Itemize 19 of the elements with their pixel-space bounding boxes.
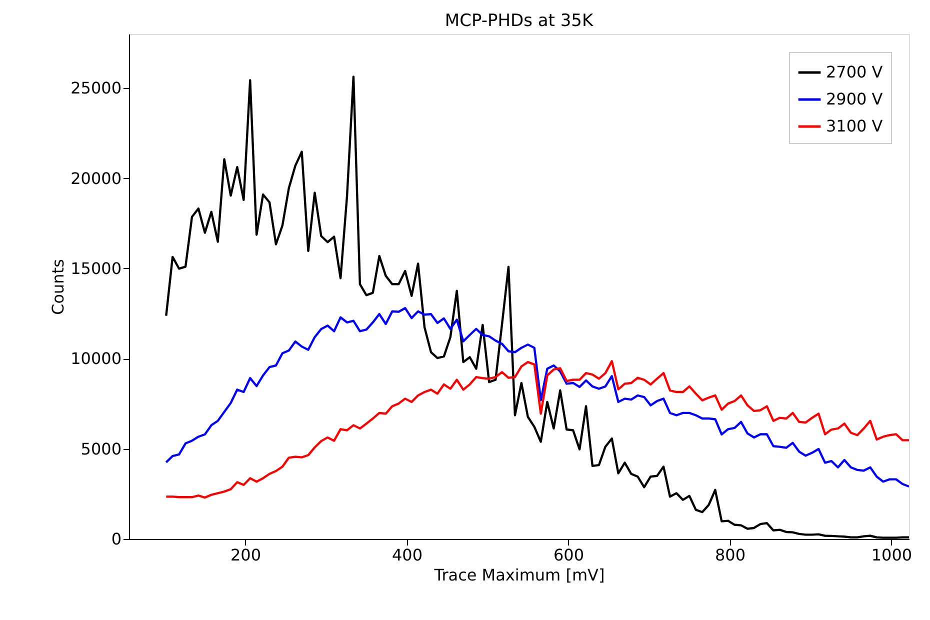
x-tick-label: 1000 [871,546,912,564]
x-axis-title: Trace Maximum [mV] [433,566,605,584]
y-tick-label: 20000 [70,168,122,188]
x-tick-label: 800 [714,546,746,564]
y-tick-label: 25000 [70,78,122,98]
y-tick-label: 5000 [80,439,122,458]
legend-label: 3100 V [826,116,883,136]
x-tick-label: 400 [392,546,423,564]
legend-label: 2900 V [826,90,883,108]
x-tick-label: 600 [553,546,584,564]
line-series [165,307,909,488]
y-tick-label: 10000 [70,349,122,368]
x-tick-label: 200 [230,546,262,564]
chart-title: MCP-PHDs at 35K [444,11,594,31]
y-tick-label: 0 [111,530,122,548]
line-series [165,360,909,499]
y-axis-title: Counts [48,259,68,315]
legend-label: 2700 V [826,62,883,82]
y-tick-label: 15000 [70,258,122,278]
